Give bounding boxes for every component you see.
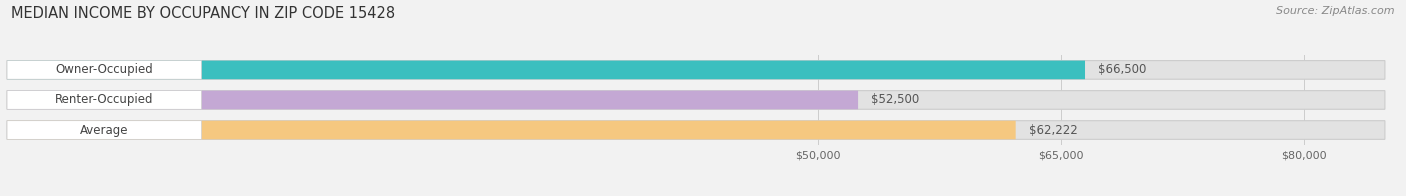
FancyBboxPatch shape [7, 121, 201, 139]
Text: Owner-Occupied: Owner-Occupied [55, 64, 153, 76]
FancyBboxPatch shape [7, 121, 1015, 139]
FancyBboxPatch shape [7, 61, 201, 79]
Text: MEDIAN INCOME BY OCCUPANCY IN ZIP CODE 15428: MEDIAN INCOME BY OCCUPANCY IN ZIP CODE 1… [11, 6, 395, 21]
Text: Renter-Occupied: Renter-Occupied [55, 93, 153, 106]
Text: $52,500: $52,500 [872, 93, 920, 106]
Text: Average: Average [80, 123, 128, 136]
Text: $66,500: $66,500 [1098, 64, 1146, 76]
Text: $62,222: $62,222 [1029, 123, 1077, 136]
FancyBboxPatch shape [7, 91, 201, 109]
FancyBboxPatch shape [7, 91, 1385, 109]
FancyBboxPatch shape [7, 61, 1085, 79]
Text: Source: ZipAtlas.com: Source: ZipAtlas.com [1277, 6, 1395, 16]
FancyBboxPatch shape [7, 121, 1385, 139]
FancyBboxPatch shape [7, 91, 858, 109]
FancyBboxPatch shape [7, 61, 1385, 79]
